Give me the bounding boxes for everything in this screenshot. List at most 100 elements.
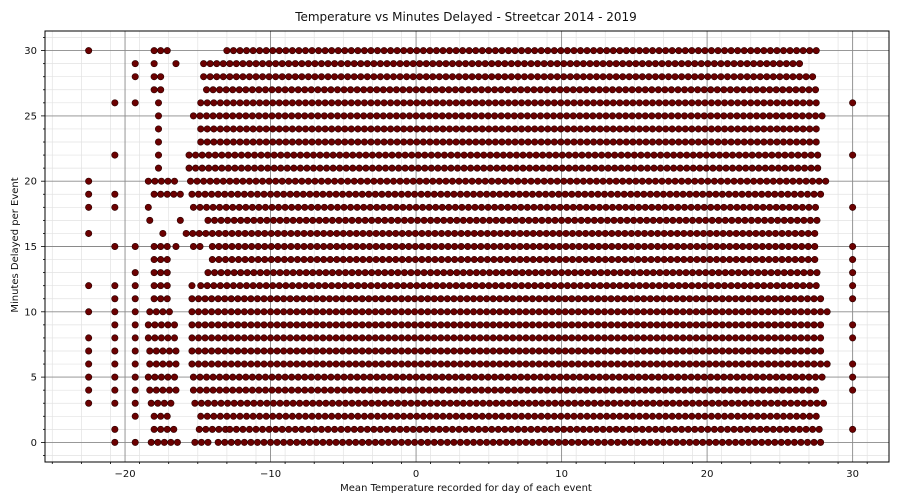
data-point — [193, 177, 201, 185]
data-point — [488, 60, 496, 68]
data-point — [789, 177, 797, 185]
data-point — [221, 295, 229, 303]
data-point — [523, 243, 531, 251]
data-point — [489, 438, 497, 446]
data-point — [563, 373, 571, 381]
data-point — [746, 373, 754, 381]
data-point — [326, 243, 334, 251]
data-point — [406, 125, 414, 133]
data-point — [769, 73, 777, 81]
data-point — [501, 60, 509, 68]
data-point — [345, 360, 353, 368]
data-point — [616, 47, 624, 55]
data-point — [687, 86, 695, 94]
data-point — [256, 412, 264, 420]
data-point — [311, 425, 319, 433]
data-point — [624, 151, 632, 159]
data-point — [649, 399, 657, 407]
data-point — [651, 425, 659, 433]
data-point — [391, 360, 399, 368]
data-point — [620, 308, 628, 316]
data-point — [320, 86, 328, 94]
data-point — [363, 425, 371, 433]
data-point — [629, 125, 637, 133]
data-point — [511, 125, 519, 133]
data-point — [452, 282, 460, 290]
data-point — [581, 190, 589, 198]
data-point — [380, 99, 388, 107]
data-point — [507, 425, 515, 433]
data-point — [576, 373, 584, 381]
data-point — [171, 177, 179, 185]
data-point — [750, 177, 758, 185]
data-point — [773, 138, 781, 146]
data-point — [667, 373, 675, 381]
data-point — [686, 229, 694, 237]
data-point — [344, 425, 352, 433]
data-point — [790, 347, 798, 355]
data-point — [368, 399, 376, 407]
data-point — [797, 438, 805, 446]
data-point — [304, 177, 312, 185]
data-point — [463, 347, 471, 355]
data-point — [763, 60, 771, 68]
data-point — [777, 360, 785, 368]
data-point — [571, 216, 579, 224]
data-point — [247, 360, 255, 368]
data-point — [574, 308, 582, 316]
data-point — [681, 386, 689, 394]
data-point — [247, 438, 255, 446]
data-point — [649, 47, 657, 55]
data-point — [544, 125, 552, 133]
data-point — [522, 295, 530, 303]
data-point — [253, 308, 261, 316]
data-point — [218, 151, 226, 159]
data-point — [223, 99, 231, 107]
data-point — [614, 243, 622, 251]
data-point — [157, 269, 165, 277]
data-point — [445, 203, 453, 211]
data-point — [464, 86, 472, 94]
data-point — [432, 386, 440, 394]
data-point — [218, 164, 226, 172]
data-point — [374, 282, 382, 290]
data-point — [544, 99, 552, 107]
data-point — [661, 373, 669, 381]
data-point — [786, 138, 794, 146]
data-point — [261, 229, 269, 237]
data-point — [299, 334, 307, 342]
data-point — [224, 269, 232, 277]
data-point — [535, 438, 543, 446]
data-point — [804, 256, 812, 264]
data-point — [288, 282, 296, 290]
data-point — [588, 256, 596, 264]
data-point — [408, 151, 416, 159]
data-point — [547, 177, 555, 185]
data-point — [578, 151, 586, 159]
data-point — [285, 73, 293, 81]
data-point — [767, 269, 775, 277]
data-point — [387, 47, 395, 55]
data-point — [476, 321, 484, 329]
data-point — [365, 360, 373, 368]
data-point — [634, 243, 642, 251]
data-point — [518, 47, 526, 55]
data-point — [491, 203, 499, 211]
data-point — [280, 360, 288, 368]
data-point — [743, 73, 751, 81]
data-point — [236, 125, 244, 133]
data-point — [253, 295, 261, 303]
data-point — [569, 86, 577, 94]
data-point — [715, 269, 723, 277]
data-point — [315, 138, 323, 146]
data-point — [619, 177, 627, 185]
data-point — [249, 125, 257, 133]
data-point — [771, 308, 779, 316]
data-point — [528, 334, 536, 342]
data-point — [437, 190, 445, 198]
data-point — [569, 112, 577, 120]
data-point — [437, 321, 445, 329]
data-point — [451, 256, 459, 264]
data-point — [528, 321, 536, 329]
data-point — [607, 308, 615, 316]
